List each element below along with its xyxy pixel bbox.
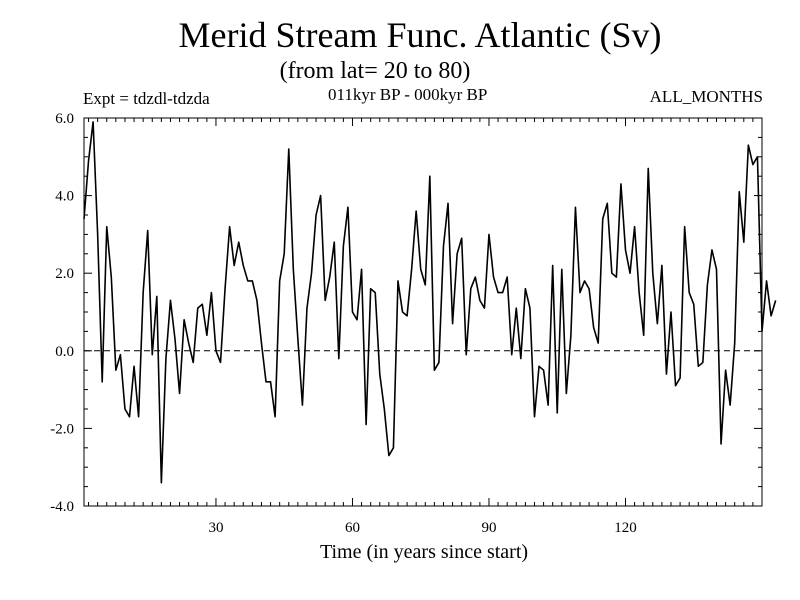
y-tick-label: -2.0 xyxy=(50,421,74,437)
chart-title: Merid Stream Func. Atlantic (Sv) xyxy=(178,15,662,55)
series-line xyxy=(83,121,777,484)
x-tick-label: 90 xyxy=(481,520,496,536)
y-tick-label: 0.0 xyxy=(55,344,74,360)
y-tick-label: 4.0 xyxy=(55,189,74,205)
x-tick-label: 30 xyxy=(208,520,223,536)
plot-frame xyxy=(83,117,763,507)
x-axis-label: Time (in years since start) xyxy=(320,541,528,563)
tick-labels: 30 60 90 120 -4.0 -2.0 0.0 2.0 4.0 6.0 xyxy=(50,111,636,536)
axis-ticks xyxy=(84,117,763,507)
experiment-label: Expt = tdzdl-tdzda xyxy=(83,89,210,108)
x-tick-label: 60 xyxy=(345,520,360,536)
y-tick-label: 2.0 xyxy=(55,266,74,282)
period-label: 011kyr BP - 000kyr BP xyxy=(328,85,488,104)
chart-subtitle: (from lat= 20 to 80) xyxy=(279,58,471,84)
y-tick-label: 6.0 xyxy=(55,111,74,127)
y-tick-label: -4.0 xyxy=(50,499,74,515)
months-label: ALL_MONTHS xyxy=(649,87,763,106)
x-tick-label: 120 xyxy=(614,520,637,536)
